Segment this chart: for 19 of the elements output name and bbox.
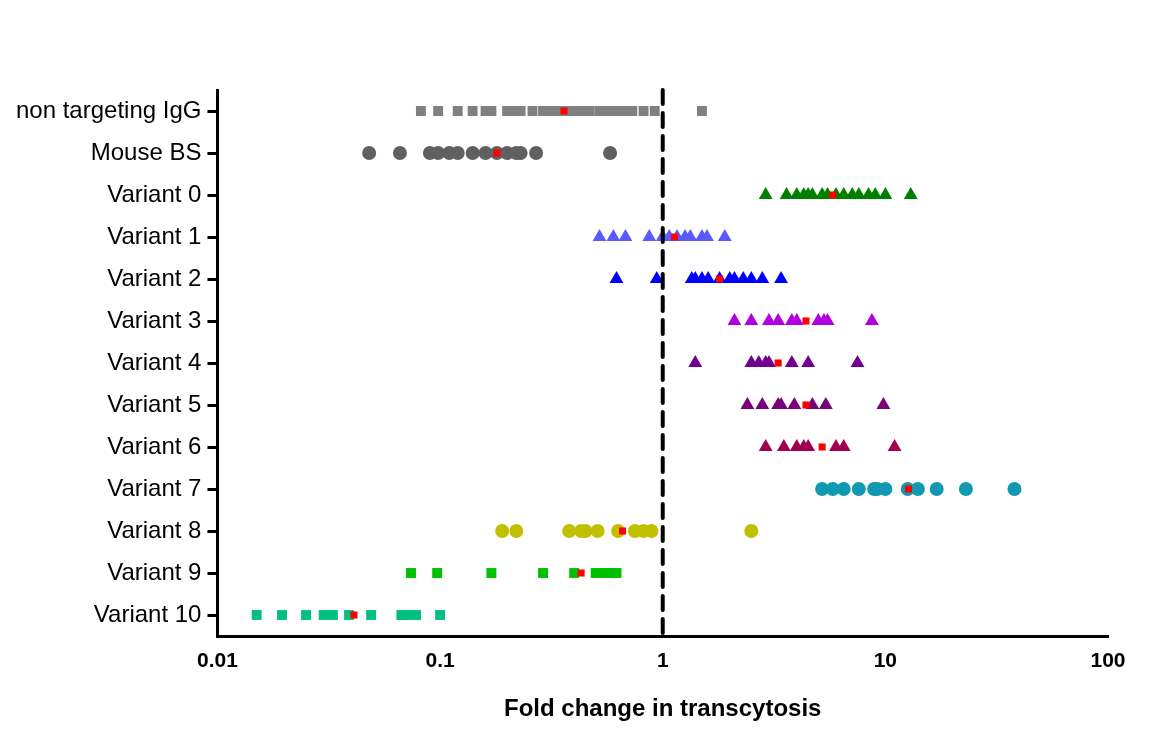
y-tick-label: Variant 2	[107, 263, 202, 291]
y-tick-label: Variant 5	[107, 389, 202, 417]
y-tick-label: Variant 9	[107, 557, 202, 585]
x-tick-label: 0.1	[425, 648, 456, 672]
y-tick-label: Variant 6	[107, 431, 202, 459]
x-tick-label: 100	[1090, 648, 1126, 672]
y-tick-label: Mouse BS	[90, 137, 202, 165]
x-tick-label: 1	[656, 648, 669, 672]
y-tick-label: Variant 7	[107, 473, 202, 501]
x-axis-title: Fold change in transcytosis	[504, 694, 822, 722]
x-tick-label: 10	[873, 648, 898, 672]
y-tick-label: non targeting IgG	[15, 95, 202, 123]
y-tick-label: Variant 8	[107, 515, 202, 543]
y-tick-label: Variant 4	[107, 347, 202, 375]
y-tick-label: Variant 3	[107, 305, 202, 333]
y-tick-label: Variant 0	[107, 179, 202, 207]
x-tick-label: 0.01	[197, 648, 239, 672]
y-tick-label: Variant 10	[93, 599, 202, 627]
y-tick-label: Variant 1	[107, 221, 202, 249]
